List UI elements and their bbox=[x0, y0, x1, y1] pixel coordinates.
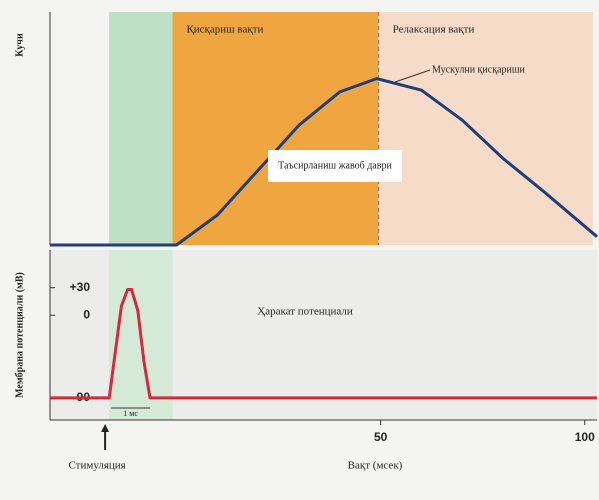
x-tick-label: 100 bbox=[575, 430, 595, 444]
panel-title: Ҳаракат потенциали bbox=[257, 306, 353, 318]
annotation: Таъсирланиш жавоб даври bbox=[278, 160, 392, 171]
label-leader bbox=[394, 69, 431, 83]
y-tick-label: 0 bbox=[83, 307, 90, 321]
region-label: Қисқариш вақти bbox=[186, 24, 263, 36]
arrow-head bbox=[101, 424, 110, 432]
y-axis-label: Кучи bbox=[14, 33, 25, 57]
region bbox=[109, 12, 173, 245]
y-axis-label: Мембрана потенциали (мВ) bbox=[14, 272, 25, 398]
scale-bar-label: 1 мс bbox=[123, 409, 138, 418]
series-line bbox=[50, 288, 597, 400]
region-label: Релаксация вақти bbox=[393, 24, 475, 36]
series-line bbox=[50, 77, 598, 247]
x-tick-label: 50 bbox=[374, 430, 388, 444]
region bbox=[378, 12, 593, 245]
y-tick-label: +30 bbox=[70, 280, 91, 294]
x-axis-label: Вақт (мсек) bbox=[348, 460, 403, 472]
series-label: Мускулни қисқариши bbox=[432, 64, 526, 75]
annotation-box bbox=[268, 150, 402, 182]
region bbox=[172, 12, 379, 245]
stimulus-label: Стимуляция bbox=[68, 460, 125, 472]
